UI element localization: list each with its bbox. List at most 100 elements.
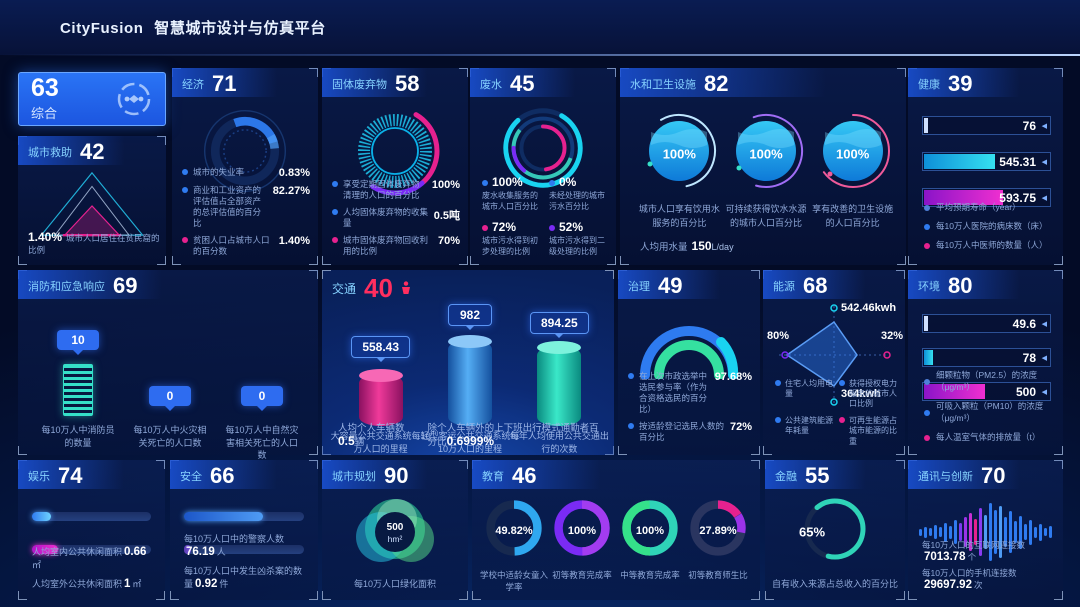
panel-score: 40: [364, 273, 393, 303]
wastewater-item: 52% 城市污水得到二级处理的比例: [549, 220, 610, 257]
solid-waste-item: 享受定期固体废弃物清理的人口的百分比 100%: [332, 179, 460, 201]
stat-unit: 次: [973, 580, 983, 590]
bar-value: 49.6: [1012, 316, 1036, 331]
axis-value-right: 32%: [880, 330, 903, 342]
panel-entertainment[interactable]: 娱乐 74 人均室内公共休闲面积 0.66㎡ 人均室外公共休闲面积 1 ㎡: [18, 460, 165, 600]
bullet-dot-icon: [924, 379, 930, 385]
legend-item: 细颗粒物（PM2.5）的浓度（μg/m³）: [924, 369, 1055, 393]
donut-label: 初等教育师生比: [688, 570, 748, 580]
blob-center-value: 500: [387, 522, 404, 533]
panel-score: 90: [384, 463, 409, 488]
outdoor-leisure-slider[interactable]: [32, 545, 151, 554]
composite-score-card[interactable]: 63 综合: [18, 72, 166, 126]
water-gauge: 100% 城市人口享有饮用水服务的百分比: [636, 112, 723, 230]
item-label: 城市污水得到二级处理的比例: [549, 236, 605, 256]
panel-wastewater[interactable]: 废水 45 100% 废水收集服务的城市人口百分比 0% 未经处理的城市污水百分…: [470, 68, 616, 265]
item-label: 城市的失业率: [193, 166, 245, 177]
panel-title: 城市救助: [28, 147, 72, 159]
indoor-leisure-slider[interactable]: [32, 512, 151, 521]
panel-city-rescue[interactable]: 城市救助 42 1.40% 城市人口居住在贫民窟的比例: [18, 136, 166, 265]
item-label: 废水收集服务的城市人口百分比: [482, 191, 538, 211]
panel-title: 经济: [182, 79, 204, 91]
panel-score: 55: [805, 463, 830, 488]
water-gauge: 100% 享有改善的卫生设施的人口百分比: [809, 112, 896, 230]
panel-education[interactable]: 教育 46 49.82% 学校中适龄女童入学率: [472, 460, 760, 600]
legend-label: 获得授权电力服务的城市人口比例: [849, 378, 897, 409]
item-value: 82.27%: [272, 184, 310, 197]
metric-label: 每10万人中自然灾害相关死亡的人口数: [225, 425, 299, 461]
panel-title: 消防和应急响应: [28, 281, 105, 293]
traffic-stat: 除个人车辆外的上下班出行模式通勤者百分比0.6999%: [428, 420, 606, 448]
wastewater-item: 72% 城市污水得到初步处理的比例: [482, 220, 543, 257]
bullet-dot-icon: [839, 416, 845, 423]
value-bubble: 0: [241, 386, 283, 411]
legend-item: 可再生能源占城市能源的比重: [839, 416, 899, 447]
water-gauge: 100% 可持续获得饮水水源的城市人口百分比: [723, 112, 810, 230]
panel-safety[interactable]: 安全 66 每10万人口中的警察人数 76.19 人 每10万人口中发生凶杀案的数量…: [170, 460, 318, 600]
environment-bar: 500 ◀: [922, 382, 1051, 401]
stat-value: 0.66: [124, 546, 147, 558]
panel-title: 治理: [628, 281, 650, 293]
stat-unit: L/day: [711, 242, 734, 252]
donut-label: 中等教育完成率: [620, 570, 680, 580]
finance-label: 自有收入来源占总收入的百分比: [771, 579, 898, 589]
panel-water-sanitation[interactable]: 水和卫生设施 82 100% 城市人口享有饮用水服务的百分比: [620, 68, 906, 265]
panel-environment[interactable]: 环境 80 49.6 ◀ 78 ◀ 500 ◀ 细颗粒物（PM2.5）的浓度（μg/m…: [908, 270, 1063, 455]
panel-urban-planning[interactable]: 城市规划 90 500 hm² 每10万人口绿化面积: [322, 460, 468, 600]
economy-item: 商业和工业资产的评估值占全部资产的总评估值的百分比 82.27%: [182, 185, 310, 229]
stat-unit: ㎡: [132, 579, 142, 589]
homicide-count-slider[interactable]: [184, 545, 304, 554]
panel-header: 水和卫生设施 82: [620, 68, 906, 97]
donut-value: 27.89%: [699, 524, 737, 537]
wastewater-item: 0% 未经处理的城市污水百分比: [549, 175, 610, 212]
bar-value: 593.75: [999, 190, 1036, 205]
education-donut: 49.82% 学校中适龄女童入学率: [480, 498, 548, 593]
donut-value: 65%: [799, 524, 826, 539]
panel-fire-emergency[interactable]: 消防和应急响应 69 10 每10万人中消防员的数量 0 每10万人中火灾相关死…: [18, 270, 318, 460]
education-donut: 100% 中等教育完成率: [616, 498, 684, 593]
stat-label: 除个人车辆外的上下班出行模式通勤者百分比: [427, 423, 599, 448]
police-count-slider[interactable]: [184, 512, 304, 521]
panel-title: 通讯与创新: [918, 471, 973, 483]
bullet-dot-icon: [332, 236, 338, 243]
value-bubble: 0: [149, 386, 191, 411]
legend-label: 可再生能源占城市能源的比重: [849, 415, 897, 446]
bar-value: 76: [1022, 118, 1036, 133]
rescue-stat: 1.40% 城市人口居住在贫民窟的比例: [28, 230, 160, 256]
stat-label: 每10万人口中发生凶杀案的数量: [184, 566, 303, 589]
panel-header: 废水 45: [470, 68, 616, 97]
panel-energy[interactable]: 能源 68 542.46kwh 80% 32% 364kwh 住宅人均用电量: [763, 270, 905, 455]
bullet-dot-icon: [839, 379, 845, 386]
item-label: 城市固体废弃物回收利用的比例: [343, 234, 429, 256]
panel-title: 金融: [775, 471, 797, 483]
stat-label: 人均室外公共休闲面积: [32, 579, 123, 589]
bullet-dot-icon: [924, 435, 930, 441]
stat-label: 人均个人车辆数: [338, 423, 405, 434]
panel-governance[interactable]: 治理 49 在上次市政选举中选民参与率（作为合资格选民的百分比） 97.68% …: [618, 270, 760, 455]
bullet-dot-icon: [924, 243, 930, 249]
economy-donut-chart: [203, 109, 287, 193]
bullet-dot-icon: [182, 186, 188, 193]
stat-unit: 人: [216, 547, 226, 557]
panel-traffic[interactable]: 交通 40 558.43 大容量公共交通系统每10万人口的里程 982: [322, 270, 614, 455]
item-value: 100%: [492, 175, 523, 190]
panel-solid-waste[interactable]: 固体废弃物 58 享受定期固体废弃物清理的人口的百分比 100% 人均固体废弃物…: [322, 68, 468, 265]
legend-label: 每10万人中医师的数量（人）: [936, 240, 1048, 250]
green-area-blob-chart: 500 hm²: [356, 499, 434, 562]
panel-header: 城市救助 42: [18, 136, 166, 165]
item-value: 0.5吨: [433, 209, 460, 222]
panel-health[interactable]: 健康 39 76 ◀ 545.31 ◀ 593.75 ◀ 平均预期寿命（year） 每…: [908, 68, 1063, 265]
stat-value: 7013.78: [924, 551, 966, 563]
item-value: 1.40%: [278, 234, 310, 247]
metric-label: 轻型客运公共交通系统每10万人口的里程: [420, 431, 520, 454]
panel-economy[interactable]: 经济 71 城市的失业率 0.83% 商业和工业资产的评估值占全部资产的总评估值…: [172, 68, 318, 265]
metric-label: 每10万人中火灾相关死亡的人口数: [133, 425, 207, 448]
panel-telecom-innovation[interactable]: 通讯与创新 70 每10万人口的互联网连接数7013.78 个 每10万人口的手机…: [908, 460, 1063, 600]
bullet-dot-icon: [775, 416, 781, 423]
panel-title: 水和卫生设施: [630, 79, 696, 91]
legend-item: 每人温室气体的排放量（t）: [924, 431, 1055, 443]
stat-value: 0.6999%: [446, 434, 495, 448]
panel-header: 固体废弃物 58: [322, 68, 468, 97]
panel-score: 80: [948, 273, 973, 298]
panel-finance[interactable]: 金融 55 65% 自有收入来源占总收入的百分比: [765, 460, 905, 600]
